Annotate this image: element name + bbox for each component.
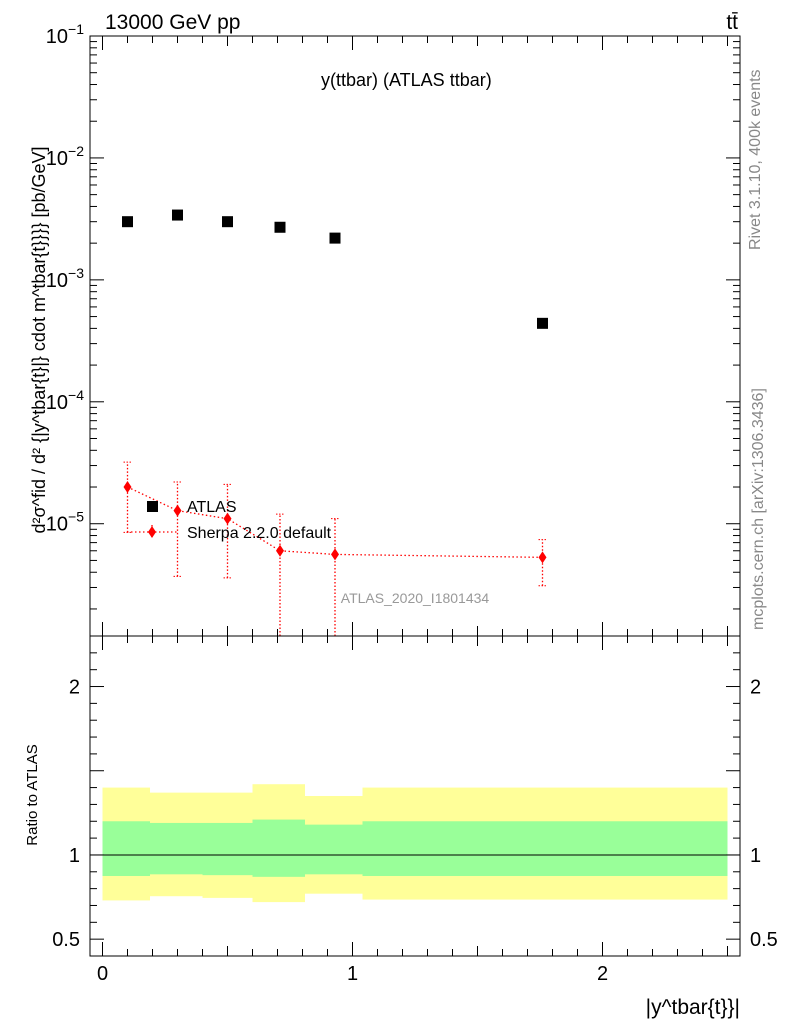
rivet-label: Rivet 3.1.10, 400k events [747, 69, 764, 250]
y-tick-label: 10−3 [46, 265, 84, 292]
ratio-y-tick-label-right: 1 [750, 845, 761, 867]
atlas-point [172, 209, 183, 221]
ratio-y-tick-label: 2 [69, 677, 80, 699]
watermark: ATLAS_2020_I1801434 [341, 590, 490, 606]
header-right: tt̄ [726, 11, 738, 34]
ratio-y-tick-label-right: 2 [750, 677, 761, 699]
ratio-y-tick-label: 1 [69, 845, 80, 867]
ratio-y-tick-label-right: 0.5 [750, 929, 778, 951]
main-y-axis-label: d²σ^fid / d² {|y^tbar{t}|} cdot m^tbar{t… [29, 146, 49, 533]
ratio-band-inner [102, 821, 150, 876]
x-tick-label: 0 [97, 963, 108, 985]
y-tick-label: 10−1 [46, 21, 84, 48]
sherpa-point [173, 504, 182, 517]
legend-sherpa-marker [148, 526, 156, 538]
ratio-y-tick-label: 0.5 [52, 929, 80, 951]
atlas-point [329, 232, 341, 244]
y-tick-label: 10−2 [46, 143, 84, 170]
sherpa-point [331, 548, 339, 561]
x-tick-label: 1 [347, 963, 358, 985]
legend-atlas-marker [147, 501, 158, 512]
main-frame [89, 35, 741, 637]
ratio-y-ticks [90, 635, 740, 957]
legend-atlas-label: ATLAS [187, 499, 237, 516]
sherpa-point [223, 512, 232, 525]
ratio-band-inner [362, 821, 728, 876]
ratio-x-ticks [102, 636, 728, 956]
y-tick-label: 10−5 [46, 509, 84, 536]
main-x-ticks [102, 36, 728, 636]
ratio-plot: 0.5 0.5 1 1 2 2 0 1 2 Ratio to ATLAS |y^tbar{t}}… [24, 635, 778, 1019]
ratio-frame [89, 635, 741, 957]
header-left: 13000 GeV pp [105, 11, 240, 34]
y-tick-label: 10−4 [46, 387, 84, 414]
atlas-point [274, 221, 286, 233]
main-y-tick-labels: 10−5 10−4 10−3 10−2 10−1 [46, 21, 84, 536]
sherpa-point [123, 481, 132, 494]
main-y-axis-label-text: d²σ^fid / d² {|y^tbar{t}|} cdot m^tbar{t… [29, 146, 49, 533]
sherpa-line [127, 486, 543, 558]
ratio-band-inner [252, 819, 305, 877]
ratio-band-inner [202, 822, 253, 876]
legend-sherpa-label: Sherpa 2.2.0 default [187, 525, 332, 542]
x-tick-label: 2 [597, 963, 608, 985]
ratio-band-inner [305, 824, 363, 875]
plot-title: y(ttbar) (ATLAS ttbar) [321, 70, 492, 90]
sherpa-point [276, 544, 284, 557]
x-axis-label: |y^tbar{t}}| [646, 996, 740, 1019]
mcplots-label: mcplots.cern.ch [arXiv:1306.3436] [750, 388, 767, 630]
ratio-y-axis-label: Ratio to ATLAS [24, 744, 41, 845]
sherpa-series [123, 461, 547, 636]
atlas-point [222, 216, 233, 228]
ratio-bands [102, 784, 728, 903]
legend: ATLAS Sherpa 2.2.0 default [127, 499, 332, 542]
ratio-band-inner [150, 822, 203, 875]
sherpa-point [538, 551, 547, 564]
ratio-tick-labels: 0.5 0.5 1 1 2 2 0 1 2 [52, 677, 778, 985]
atlas-point [122, 216, 133, 228]
main-y-ticks [90, 35, 740, 610]
atlas-series [122, 209, 548, 329]
main-plot: 10−5 10−4 10−3 10−2 10−1 y(ttbar) (ATLAS ttb… [29, 21, 741, 637]
atlas-point [537, 317, 548, 329]
